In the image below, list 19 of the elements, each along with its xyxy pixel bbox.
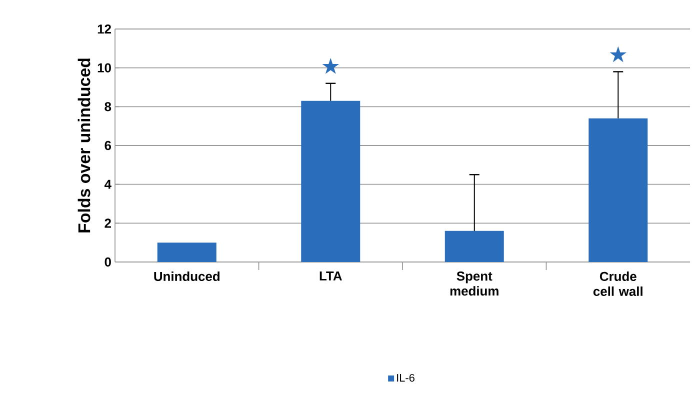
y-tick-label: 0 [104,257,111,267]
y-axis-title: Folds over uninduced [78,58,90,232]
bar [444,230,504,262]
bar [157,242,216,262]
y-tick-label: 12 [98,24,111,34]
y-tick-label: 8 [104,102,112,112]
bar [588,118,648,262]
annotation: ★ [322,58,340,74]
legend-label: IL-6 [397,374,414,382]
y-tick-label: 2 [104,218,111,228]
x-tick-label: Uninduced [154,272,220,282]
x-tick-label: Crude cell wall [593,272,642,296]
x-tick-label: Spent medium [450,272,498,296]
y-tick-label: 6 [104,140,112,150]
bar [301,100,360,262]
annotation: ★ [610,46,627,62]
y-tick-label: 10 [98,63,111,72]
y-tick-label: 4 [104,180,112,189]
x-tick-label: LTA [320,272,342,280]
